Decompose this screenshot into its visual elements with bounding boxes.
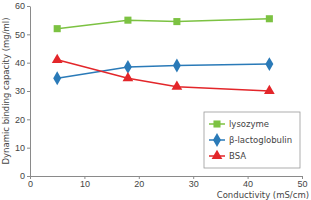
y-axis-title: Dynamic binding capacity (mg/ml) xyxy=(1,18,11,165)
tick: 30 xyxy=(15,86,30,96)
y-axis: 0 10 20 30 40 50 60 xyxy=(15,1,31,181)
tick-mark xyxy=(27,6,30,7)
tick-label: 50 xyxy=(15,30,25,40)
legend-label: β-lactoglobulin xyxy=(229,135,292,145)
y-axis-line xyxy=(30,7,31,177)
marker xyxy=(172,81,183,90)
tick-label: 10 xyxy=(15,143,25,153)
x-axis: 0 10 20 30 40 50 xyxy=(28,176,308,189)
tick: 0 xyxy=(28,176,33,189)
tick-mark xyxy=(27,91,30,92)
tick: 50 xyxy=(15,30,30,40)
marker xyxy=(173,59,181,73)
tick-mark xyxy=(27,176,30,177)
tick-label: 30 xyxy=(189,179,199,189)
marker xyxy=(264,85,275,94)
tick: 20 xyxy=(134,176,144,189)
legend-marker xyxy=(212,150,223,159)
tick-label: 0 xyxy=(28,179,33,189)
series-line xyxy=(57,19,269,29)
tick-label: 50 xyxy=(297,179,307,189)
tick: 0 xyxy=(20,171,30,181)
marker xyxy=(123,72,134,81)
marker xyxy=(54,25,61,32)
legend-box xyxy=(204,112,300,168)
marker xyxy=(52,54,63,63)
tick-mark xyxy=(27,63,30,64)
tick: 10 xyxy=(80,176,90,189)
plot-area xyxy=(52,15,275,94)
tick-label: 40 xyxy=(243,179,253,189)
tick: 40 xyxy=(15,58,30,68)
tick-label: 20 xyxy=(134,179,144,189)
tick-mark xyxy=(27,148,30,149)
tick: 10 xyxy=(15,143,30,153)
legend-marker xyxy=(213,133,221,147)
legend-label: BSA xyxy=(229,151,246,161)
tick: 30 xyxy=(189,176,199,189)
marker xyxy=(173,18,180,25)
tick-label: 40 xyxy=(15,58,25,68)
marker xyxy=(124,17,131,24)
tick: 50 xyxy=(297,176,307,189)
series-line xyxy=(57,60,269,91)
x-axis-title: Conductivity (mS/cm) xyxy=(217,190,309,200)
tick: 60 xyxy=(15,1,30,11)
tick-label: 10 xyxy=(80,179,90,189)
tick: 40 xyxy=(243,176,253,189)
tick: 20 xyxy=(15,115,30,125)
marker xyxy=(265,57,273,71)
marker xyxy=(124,60,132,74)
marker xyxy=(53,71,61,85)
series-line xyxy=(57,64,269,78)
tick-label: 0 xyxy=(20,171,25,181)
legend-marker xyxy=(213,120,220,127)
marker xyxy=(266,15,273,22)
tick-mark xyxy=(27,34,30,35)
legend-label: lysozyme xyxy=(229,119,269,129)
tick-label: 60 xyxy=(15,1,25,11)
tick-label: 30 xyxy=(15,86,25,96)
tick-mark xyxy=(27,119,30,120)
x-axis-line xyxy=(31,176,303,177)
legend: lysozyme β-lactoglobulin BSA xyxy=(204,112,300,168)
tick-label: 20 xyxy=(15,115,25,125)
